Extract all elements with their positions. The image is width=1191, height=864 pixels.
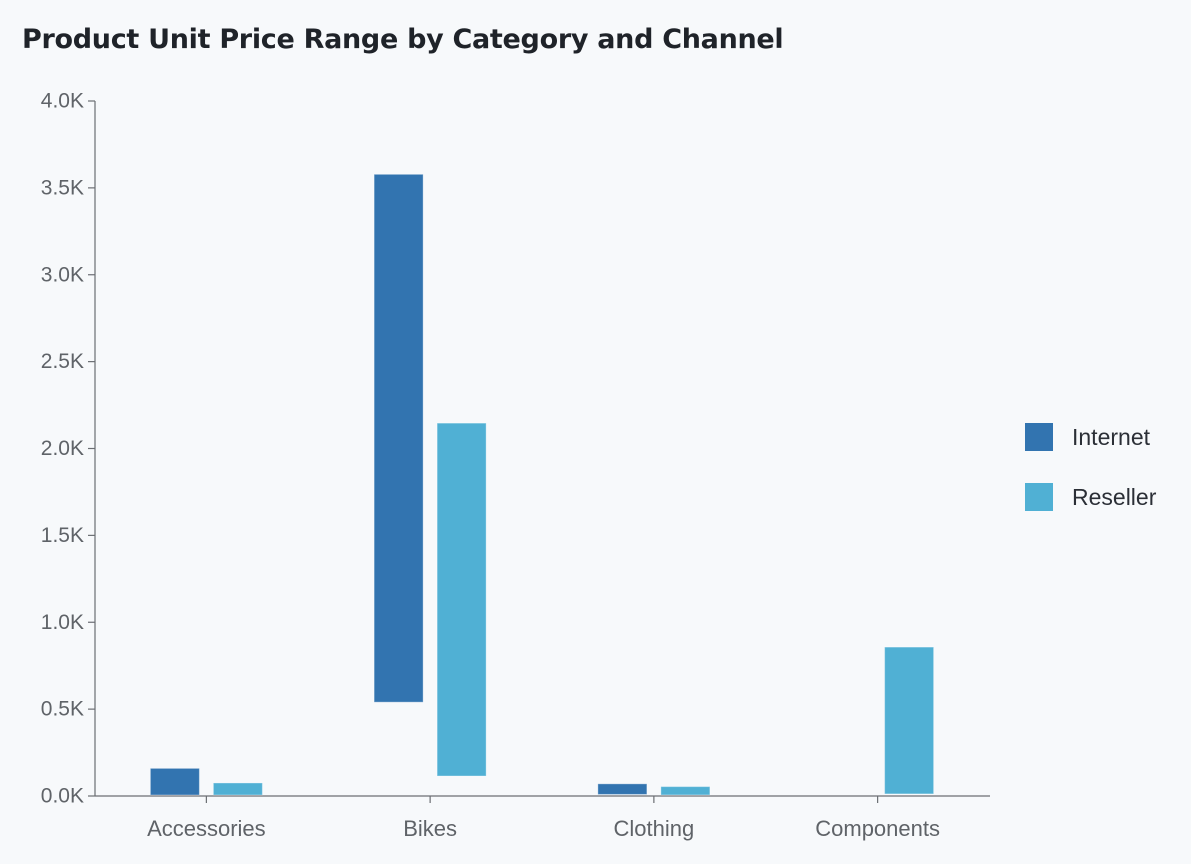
y-axis: 0.0K 0.5K 1.0K 1.5K 2.0K 2.5K 3.0K 3.5K 4.0K — [41, 90, 96, 808]
y-tick-label: 3.5K — [41, 176, 84, 199]
y-tick-label: 1.0K — [41, 611, 84, 634]
bar-internet-bikes[interactable] — [373, 173, 424, 703]
x-axis: Accessories Bikes Clothing Components — [95, 795, 990, 841]
chart-title: Product Unit Price Range by Category and… — [22, 24, 784, 55]
y-tick-label: 2.5K — [41, 350, 84, 373]
y-tick-label: 0.5K — [41, 698, 84, 721]
bar-internet-clothing[interactable] — [597, 783, 648, 795]
legend-item-internet[interactable]: Internet — [1025, 423, 1156, 451]
legend-label: Internet — [1072, 423, 1150, 450]
legend: Internet Reseller — [1025, 423, 1156, 543]
y-tick-label: 4.0K — [41, 90, 84, 113]
y-tick-label: 2.0K — [41, 437, 84, 460]
bar-reseller-bikes[interactable] — [436, 422, 487, 777]
bars — [149, 173, 935, 796]
bar-reseller-accessories[interactable] — [212, 782, 263, 796]
bar-internet-accessories[interactable] — [149, 767, 200, 796]
legend-item-reseller[interactable]: Reseller — [1025, 483, 1156, 511]
legend-swatch-reseller — [1025, 483, 1053, 511]
bar-reseller-clothing[interactable] — [660, 786, 711, 796]
x-tick-label: Bikes — [403, 816, 457, 841]
x-tick-label: Clothing — [614, 816, 695, 841]
x-tick-label: Accessories — [147, 816, 266, 841]
y-tick-label: 0.0K — [41, 785, 84, 808]
y-tick-label: 1.5K — [41, 524, 84, 547]
bar-reseller-components[interactable] — [884, 646, 935, 795]
x-tick-label: Components — [815, 816, 940, 841]
y-tick-label: 3.0K — [41, 263, 84, 286]
legend-label: Reseller — [1072, 483, 1157, 510]
legend-swatch-internet — [1025, 423, 1053, 451]
